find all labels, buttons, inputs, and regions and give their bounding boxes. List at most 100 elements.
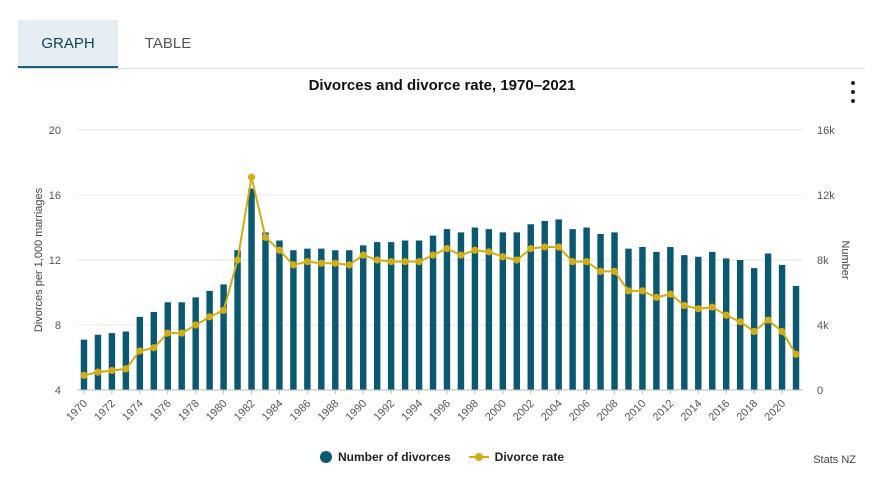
bar [778, 264, 786, 390]
x-tick-label: 2014 [679, 398, 705, 424]
x-tick-label: 1974 [120, 398, 146, 424]
rate-point [150, 344, 158, 352]
rate-point [610, 267, 619, 275]
x-tick-label: 1986 [288, 398, 314, 424]
bar [332, 250, 339, 390]
bar [290, 250, 297, 390]
grid-lines [77, 129, 803, 391]
x-tick-label: 1978 [176, 398, 202, 424]
bar [485, 229, 493, 390]
legend-item-rate[interactable]: Divorce rate [468, 450, 564, 464]
rate-point [569, 258, 577, 266]
bar [206, 290, 213, 390]
x-tick-label: 1970 [64, 398, 90, 424]
bar [429, 235, 437, 390]
bar [625, 248, 632, 390]
legend-item-divorces[interactable]: Number of divorces [319, 450, 451, 464]
rate-point [345, 261, 353, 269]
bar [122, 331, 130, 390]
rate-point [192, 321, 200, 329]
y-tick-left: 16 [49, 190, 61, 202]
x-tick-label: 1982 [232, 398, 258, 424]
rate-point [136, 347, 144, 355]
x-tick-label: 2018 [734, 398, 760, 424]
rate-point [387, 258, 395, 266]
line-series [80, 173, 800, 379]
x-tick-label: 2006 [567, 398, 593, 424]
bar [443, 229, 451, 390]
bar [569, 229, 576, 390]
rate-point [206, 313, 214, 321]
bar [178, 302, 185, 390]
x-tick-label: 2002 [511, 398, 537, 424]
bar [164, 302, 171, 390]
rate-point [275, 246, 284, 254]
y-tick-left: 12 [49, 255, 61, 267]
tabs-divider [18, 68, 865, 69]
rate-point [666, 290, 674, 298]
bar [709, 251, 716, 390]
bar [415, 240, 423, 390]
bar [248, 188, 255, 390]
bar [318, 248, 325, 390]
x-tick-label: 1992 [371, 398, 397, 424]
bar [597, 234, 604, 390]
x-tick-label: 2016 [707, 398, 733, 424]
rate-point [80, 371, 88, 379]
x-tick-label: 1996 [427, 398, 453, 424]
rate-point [219, 306, 228, 314]
bar [499, 232, 507, 390]
rate-point [764, 316, 772, 324]
kebab-menu-icon[interactable] [846, 81, 860, 103]
bar [457, 232, 465, 390]
bar [220, 284, 227, 390]
rate-point [680, 301, 688, 310]
tab-table[interactable]: TABLE [144, 34, 192, 52]
tab-graph[interactable]: GRAPH [18, 20, 118, 68]
rate-point [792, 350, 800, 358]
line-swatch-icon [468, 451, 489, 463]
bar [262, 232, 269, 390]
rate-point [778, 327, 786, 336]
rate-point [694, 305, 702, 313]
bar [304, 248, 311, 390]
view-tabs: GRAPH TABLE [18, 20, 218, 68]
bar [667, 247, 674, 390]
bar [695, 256, 702, 390]
rate-point [513, 256, 521, 264]
bar [611, 232, 618, 390]
bar-series [80, 188, 800, 390]
x-tick-label: 2010 [623, 398, 649, 424]
y-tick-right: 16k [817, 125, 835, 137]
bar [541, 221, 548, 390]
bar [513, 232, 520, 390]
chart-title: Divorces and divorce rate, 1970–2021 [308, 77, 576, 94]
x-tick-label: 1988 [316, 398, 342, 424]
x-tick-label: 2004 [539, 398, 565, 424]
bar [555, 219, 562, 390]
bar [276, 240, 283, 390]
y-tick-right: 8k [817, 255, 829, 267]
chart-legend: Number of divorces Divorce rate [0, 450, 880, 464]
rate-point [178, 329, 186, 337]
rate-point [499, 253, 507, 261]
rate-point [722, 311, 730, 319]
x-tick-label: 2008 [595, 398, 621, 424]
x-tick-label: 2012 [651, 398, 677, 424]
rate-point [331, 259, 339, 267]
rate-point [638, 287, 647, 295]
bar [723, 258, 730, 390]
bar [192, 297, 199, 390]
y-tick-right: 12k [817, 190, 835, 202]
rate-point [415, 258, 423, 266]
bar [792, 286, 800, 390]
rate-point [652, 293, 661, 301]
rate-point [359, 251, 367, 259]
rate-point [429, 251, 437, 259]
y-tick-right: 0 [817, 385, 823, 397]
rate-point [736, 318, 744, 326]
rate-point [247, 173, 256, 181]
bar [108, 333, 116, 390]
legend-label-divorces: Number of divorces [337, 450, 451, 464]
